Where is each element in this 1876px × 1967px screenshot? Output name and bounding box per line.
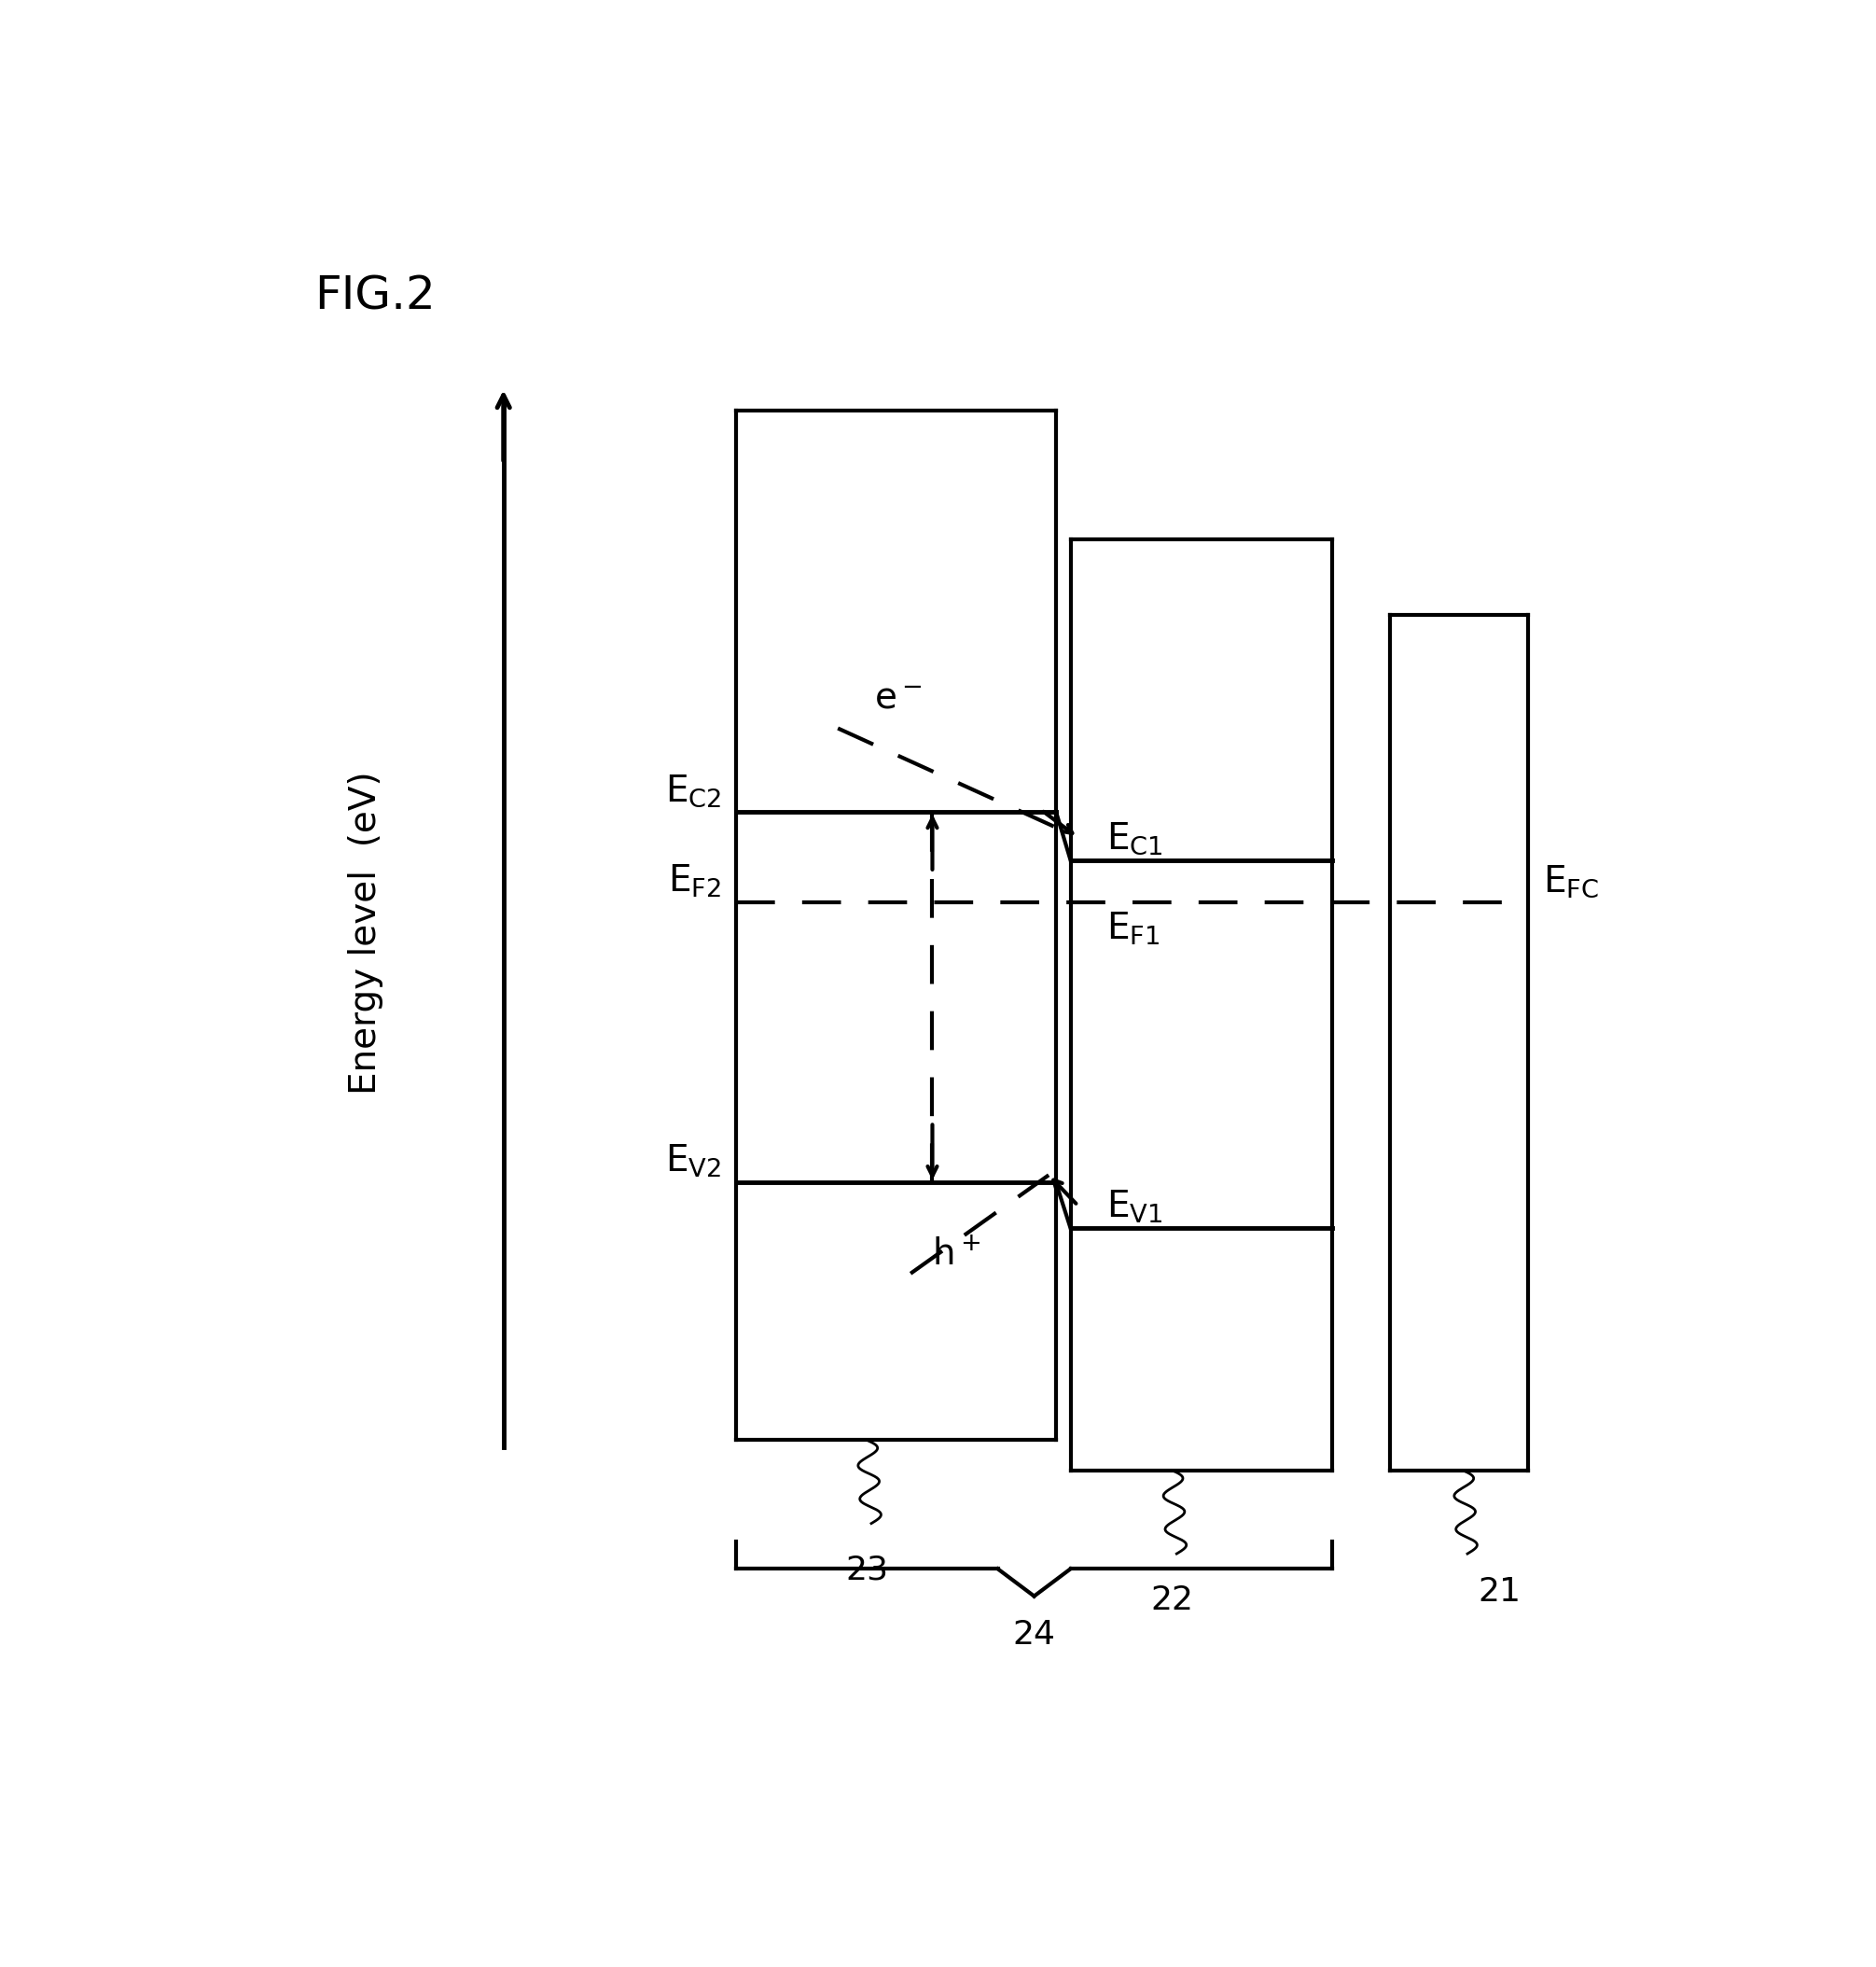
Text: $\mathregular{E_{FC}}$: $\mathregular{E_{FC}}$	[1542, 864, 1598, 899]
Text: 21: 21	[1478, 1576, 1520, 1609]
Text: $\mathregular{e^-}$: $\mathregular{e^-}$	[874, 681, 923, 716]
Text: $\mathregular{E_{C1}}$: $\mathregular{E_{C1}}$	[1107, 820, 1163, 858]
Text: $\mathregular{h^+}$: $\mathregular{h^+}$	[932, 1237, 981, 1273]
Text: $\mathregular{E_{C2}}$: $\mathregular{E_{C2}}$	[666, 773, 722, 808]
Text: 23: 23	[846, 1554, 889, 1585]
Text: Energy level  (eV): Energy level (eV)	[347, 771, 383, 1094]
Text: FIG.2: FIG.2	[315, 273, 435, 319]
Text: 22: 22	[1150, 1583, 1193, 1615]
Text: 24: 24	[1013, 1619, 1056, 1650]
Text: $\mathregular{E_{V1}}$: $\mathregular{E_{V1}}$	[1107, 1188, 1163, 1225]
Text: $\mathregular{E_{V2}}$: $\mathregular{E_{V2}}$	[666, 1143, 722, 1180]
Text: $\mathregular{E_{F2}}$: $\mathregular{E_{F2}}$	[668, 864, 722, 899]
Text: $\mathregular{E_{F1}}$: $\mathregular{E_{F1}}$	[1107, 911, 1161, 946]
